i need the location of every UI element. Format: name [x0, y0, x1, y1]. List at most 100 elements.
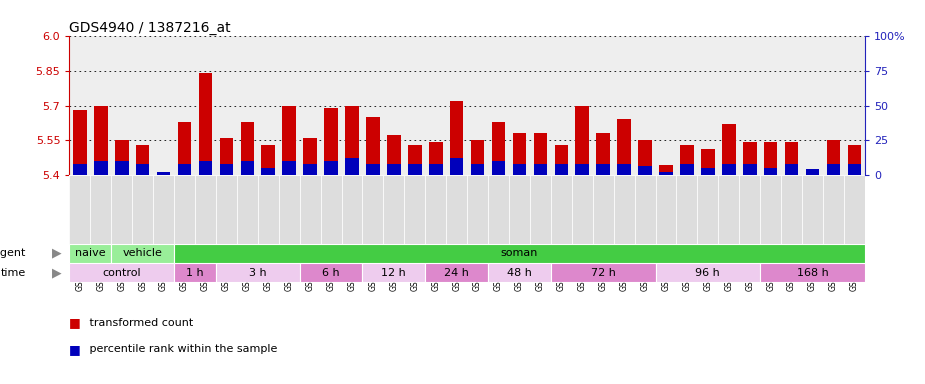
Text: agent: agent: [0, 248, 26, 258]
Bar: [450, 158, 463, 175]
Bar: [446, 175, 467, 243]
Text: GDS4940 / 1387216_at: GDS4940 / 1387216_at: [69, 22, 231, 35]
Bar: [492, 122, 505, 175]
Bar: [94, 106, 107, 175]
Text: 3 h: 3 h: [249, 268, 266, 278]
Bar: [136, 164, 150, 175]
Bar: [534, 164, 548, 175]
Bar: [303, 164, 317, 175]
Bar: [764, 142, 778, 175]
Bar: [258, 175, 278, 243]
Bar: [488, 175, 509, 243]
Bar: [303, 138, 317, 175]
Bar: [387, 136, 401, 175]
Bar: [575, 106, 589, 175]
Bar: [676, 175, 697, 243]
Bar: [111, 243, 174, 263]
Bar: [638, 166, 652, 175]
Bar: [719, 175, 739, 243]
Bar: [240, 161, 254, 175]
Bar: [216, 175, 237, 243]
Text: ■: ■: [69, 343, 81, 356]
Bar: [178, 122, 191, 175]
Bar: [575, 164, 589, 175]
Bar: [174, 243, 865, 263]
Bar: [132, 175, 154, 243]
Text: control: control: [103, 268, 141, 278]
Text: 1 h: 1 h: [186, 268, 204, 278]
Text: vehicle: vehicle: [123, 248, 163, 258]
Bar: [199, 161, 212, 175]
Text: percentile rank within the sample: percentile rank within the sample: [86, 344, 278, 354]
Bar: [593, 175, 613, 243]
Bar: [237, 175, 258, 243]
Bar: [115, 140, 129, 175]
Bar: [551, 175, 572, 243]
Text: 24 h: 24 h: [444, 268, 469, 278]
Bar: [429, 142, 442, 175]
Bar: [697, 175, 719, 243]
Bar: [722, 164, 735, 175]
Bar: [219, 138, 233, 175]
Bar: [429, 164, 442, 175]
Bar: [156, 172, 170, 175]
Bar: [597, 164, 610, 175]
Bar: [471, 164, 485, 175]
Bar: [450, 101, 463, 175]
Bar: [722, 124, 735, 175]
Bar: [216, 263, 300, 282]
Bar: [363, 175, 383, 243]
Bar: [680, 145, 694, 175]
Bar: [94, 161, 107, 175]
Bar: [781, 175, 802, 243]
Bar: [492, 161, 505, 175]
Bar: [300, 263, 363, 282]
Bar: [178, 164, 191, 175]
Bar: [656, 263, 760, 282]
Bar: [471, 140, 485, 175]
Text: 6 h: 6 h: [322, 268, 339, 278]
Bar: [467, 175, 488, 243]
Bar: [743, 164, 757, 175]
Bar: [806, 169, 820, 175]
Text: transformed count: transformed count: [86, 318, 193, 328]
Bar: [282, 161, 296, 175]
Bar: [262, 168, 275, 175]
Bar: [408, 164, 422, 175]
Bar: [73, 110, 87, 175]
Bar: [345, 106, 359, 175]
Bar: [325, 161, 338, 175]
Bar: [597, 133, 610, 175]
Text: naive: naive: [75, 248, 105, 258]
Bar: [823, 175, 844, 243]
Bar: [408, 145, 422, 175]
Bar: [69, 263, 174, 282]
Text: 168 h: 168 h: [796, 268, 829, 278]
Bar: [174, 175, 195, 243]
Bar: [512, 164, 526, 175]
Bar: [534, 133, 548, 175]
Bar: [613, 175, 635, 243]
Text: 96 h: 96 h: [696, 268, 721, 278]
Bar: [635, 175, 656, 243]
Bar: [278, 175, 300, 243]
Bar: [617, 164, 631, 175]
Bar: [174, 263, 216, 282]
Bar: [701, 149, 715, 175]
Bar: [387, 164, 401, 175]
Bar: [282, 106, 296, 175]
Bar: [366, 117, 380, 175]
Bar: [739, 175, 760, 243]
Bar: [404, 175, 426, 243]
Bar: [426, 263, 488, 282]
Text: time: time: [0, 268, 26, 278]
Bar: [363, 263, 426, 282]
Bar: [69, 175, 91, 243]
Bar: [73, 164, 87, 175]
Bar: [784, 142, 798, 175]
Bar: [488, 263, 551, 282]
Bar: [341, 175, 363, 243]
Text: ▶: ▶: [52, 247, 61, 260]
Bar: [219, 164, 233, 175]
Bar: [345, 158, 359, 175]
